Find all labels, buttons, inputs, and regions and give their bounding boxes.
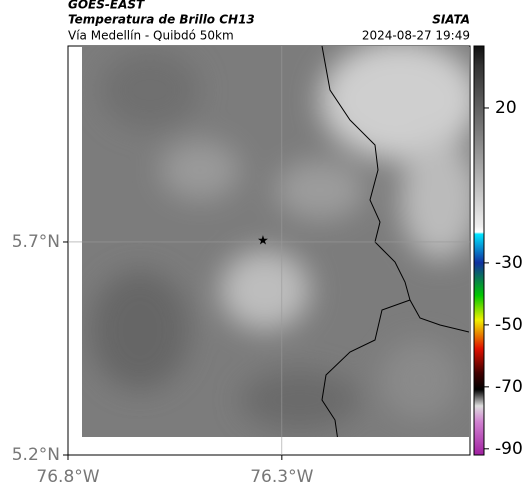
y-tick-label: 5.2°N [12, 445, 60, 465]
imagery [82, 46, 469, 437]
product: Temperatura de Brillo CH13 [68, 13, 255, 27]
colorbar-tick-label: 20 [495, 98, 517, 118]
source: GOES-EAST [68, 0, 145, 12]
y-tick-label: 5.7°N [12, 232, 60, 252]
datetime: 2024-08-27 19:49 [362, 29, 470, 43]
x-tick-label: 76.8°W [36, 467, 99, 487]
location-marker: ★ [257, 234, 269, 249]
colorbar [473, 45, 485, 456]
agency: SIATA [432, 13, 470, 27]
colorbar-tick-label: -70 [495, 377, 523, 397]
colorbar-tick-label: -90 [495, 439, 523, 459]
region: Vía Medellín - Quibdó 50km [68, 29, 234, 43]
colorbar-tick-label: -50 [495, 315, 523, 335]
colorbar-tick-label: -30 [495, 253, 523, 273]
x-tick-label: 76.3°W [250, 467, 313, 487]
